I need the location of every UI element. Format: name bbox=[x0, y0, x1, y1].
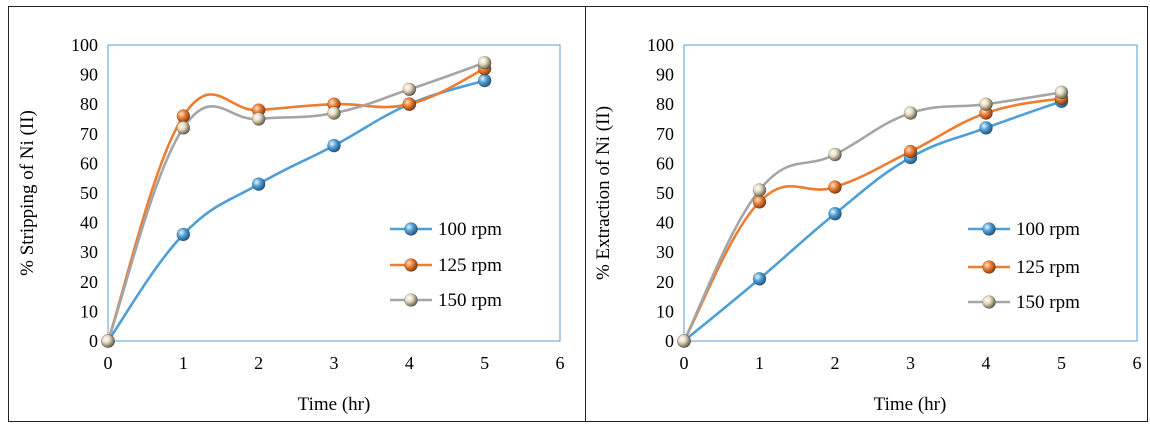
y-axis-title-extraction: % Extraction of Ni (II) bbox=[593, 106, 614, 280]
x-tick-label: 5 bbox=[480, 353, 489, 373]
y-tick-label: 90 bbox=[656, 65, 674, 85]
y-tick-label: 30 bbox=[80, 242, 98, 262]
legend-label: 100 rpm bbox=[438, 219, 502, 240]
y-tick-label: 20 bbox=[80, 272, 98, 292]
x-tick-label: 0 bbox=[680, 353, 689, 373]
y-tick-label: 10 bbox=[80, 301, 98, 321]
y-tick-label: 30 bbox=[656, 242, 674, 262]
data-point bbox=[251, 112, 266, 126]
data-point bbox=[176, 121, 191, 135]
data-point bbox=[752, 272, 767, 286]
legend-marker bbox=[982, 295, 996, 309]
data-point bbox=[752, 195, 767, 209]
data-point bbox=[327, 138, 341, 153]
y-tick-label: 40 bbox=[656, 213, 674, 233]
data-point bbox=[828, 147, 842, 162]
y-tick-label: 80 bbox=[656, 94, 674, 114]
data-point bbox=[979, 97, 993, 111]
y-tick-label: 90 bbox=[80, 65, 98, 85]
panel-divider bbox=[585, 6, 586, 422]
y-tick-label: 100 bbox=[647, 35, 674, 55]
legend-label: 150 rpm bbox=[1016, 292, 1080, 313]
series-line bbox=[682, 91, 1063, 343]
chart-panel-extraction: 0 10 20 30 40 50 60 70 80 90 100 0 1 2 3… bbox=[593, 35, 1142, 415]
y-tick-label: 0 bbox=[665, 331, 674, 351]
data-point bbox=[903, 144, 918, 159]
y-tick-label: 10 bbox=[656, 301, 674, 321]
x-axis-title-extraction: Time (hr) bbox=[874, 394, 947, 415]
data-point bbox=[101, 334, 115, 348]
y-tick-label: 0 bbox=[89, 331, 98, 351]
x-tick-label: 1 bbox=[755, 353, 764, 373]
data-point bbox=[1054, 85, 1069, 100]
x-tick-label: 4 bbox=[982, 353, 991, 373]
legend-label: 125 rpm bbox=[438, 255, 502, 276]
data-point bbox=[477, 73, 492, 88]
x-tick-label: 2 bbox=[254, 353, 263, 373]
legend-stripping: 100 rpm 125 rpm 150 rpm bbox=[390, 219, 502, 311]
y-tick-label: 40 bbox=[80, 213, 98, 233]
data-point bbox=[327, 106, 341, 120]
y-tick-labels-stripping: 0 10 20 30 40 50 60 70 80 90 100 bbox=[71, 35, 98, 351]
y-axis-title-stripping: % Stripping of Ni (II) bbox=[17, 110, 38, 276]
data-point bbox=[251, 177, 266, 191]
y-tick-label: 50 bbox=[80, 183, 98, 203]
legend-label: 150 rpm bbox=[438, 290, 502, 311]
x-tick-label: 3 bbox=[330, 353, 339, 373]
y-tick-label: 70 bbox=[656, 124, 674, 144]
y-tick-label: 70 bbox=[80, 124, 98, 144]
data-point bbox=[828, 206, 842, 221]
data-point bbox=[477, 55, 492, 70]
x-axis-title-stripping: Time (hr) bbox=[298, 394, 371, 415]
data-point bbox=[979, 121, 993, 135]
data-point bbox=[402, 97, 417, 111]
legend-label: 125 rpm bbox=[1016, 257, 1080, 278]
plot-area-extraction bbox=[683, 44, 1138, 342]
figure-frame bbox=[8, 6, 1148, 422]
legend-extraction: 100 rpm 125 rpm 150 rpm bbox=[968, 219, 1080, 313]
x-tick-labels-extraction: 0 1 2 3 4 5 6 bbox=[680, 353, 1142, 373]
x-tick-label: 6 bbox=[1133, 353, 1142, 373]
series-group-extraction bbox=[677, 85, 1069, 348]
x-tick-label: 0 bbox=[104, 353, 113, 373]
x-tick-label: 2 bbox=[831, 353, 840, 373]
data-point bbox=[176, 227, 191, 242]
y-tick-label: 50 bbox=[656, 183, 674, 203]
legend-marker bbox=[404, 258, 418, 272]
data-point bbox=[828, 180, 842, 194]
chart-panel-stripping: 0 10 20 30 40 50 60 70 80 90 100 0 1 2 3… bbox=[17, 35, 565, 415]
series-group-stripping bbox=[101, 55, 492, 348]
plot-area-stripping bbox=[107, 44, 561, 342]
y-tick-labels-extraction: 0 10 20 30 40 50 60 70 80 90 100 bbox=[647, 35, 674, 351]
x-tick-label: 4 bbox=[405, 353, 414, 373]
x-tick-label: 6 bbox=[556, 353, 565, 373]
data-point bbox=[752, 183, 767, 197]
y-tick-label: 100 bbox=[71, 35, 98, 55]
legend-marker bbox=[404, 222, 418, 236]
data-point bbox=[677, 334, 691, 348]
legend-marker bbox=[404, 293, 418, 307]
legend-marker bbox=[982, 222, 996, 236]
y-tick-label: 60 bbox=[656, 153, 674, 173]
x-tick-labels-stripping: 0 1 2 3 4 5 6 bbox=[104, 353, 565, 373]
x-tick-label: 1 bbox=[179, 353, 188, 373]
y-tick-label: 20 bbox=[656, 272, 674, 292]
data-point bbox=[402, 82, 417, 97]
x-tick-label: 3 bbox=[906, 353, 915, 373]
data-point bbox=[903, 106, 918, 120]
data-point bbox=[176, 109, 191, 123]
series-line bbox=[106, 79, 486, 343]
legend-marker bbox=[982, 260, 996, 274]
legend-label: 100 rpm bbox=[1016, 219, 1080, 240]
y-tick-label: 60 bbox=[80, 153, 98, 173]
y-tick-label: 80 bbox=[80, 94, 98, 114]
x-tick-label: 5 bbox=[1057, 353, 1066, 373]
